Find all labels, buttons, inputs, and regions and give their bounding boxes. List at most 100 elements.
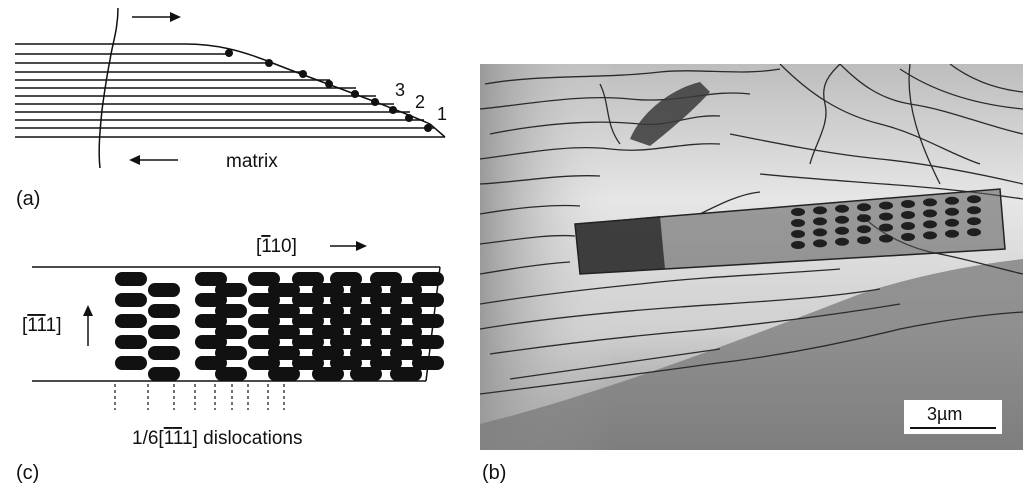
fault-pill bbox=[268, 367, 300, 381]
fault-pill bbox=[350, 367, 382, 381]
arrow-right-icon bbox=[330, 241, 367, 251]
fault-pill bbox=[195, 356, 227, 370]
fault-pill bbox=[115, 356, 147, 370]
fringe-mark bbox=[945, 196, 959, 205]
fringe-mark bbox=[813, 239, 827, 248]
dislocation-dot bbox=[325, 80, 333, 88]
fringe-mark bbox=[967, 217, 981, 226]
fault-pill bbox=[412, 272, 444, 286]
arrow-left-icon bbox=[129, 155, 178, 165]
fault-pill bbox=[148, 325, 180, 339]
fault-pill bbox=[268, 304, 300, 318]
fringe-mark bbox=[813, 228, 827, 237]
fault-pill bbox=[390, 367, 422, 381]
fringe-mark bbox=[967, 206, 981, 215]
dislocation-dot bbox=[405, 114, 413, 122]
fringe-mark bbox=[791, 241, 805, 249]
panel-label-a: (a) bbox=[16, 188, 41, 210]
fault-pill bbox=[370, 314, 402, 328]
fault-pill bbox=[390, 346, 422, 360]
fault-pill bbox=[115, 314, 147, 328]
dislocation-dot bbox=[299, 70, 307, 78]
dark-blotch bbox=[630, 82, 710, 146]
fringe-mark bbox=[791, 208, 805, 216]
fault-pill bbox=[115, 272, 147, 286]
dislocation-dot bbox=[351, 90, 359, 98]
fringe-mark bbox=[879, 223, 893, 232]
fault-pill bbox=[390, 283, 422, 297]
fault-pill bbox=[248, 356, 280, 370]
interface-curve bbox=[15, 43, 446, 138]
tem-micrograph: 3µm bbox=[480, 64, 1023, 450]
fault-pill bbox=[370, 293, 402, 307]
fringe-mark bbox=[879, 212, 893, 221]
fault-pill bbox=[248, 272, 280, 286]
fringe-mark bbox=[813, 217, 827, 226]
fault-pill bbox=[148, 367, 180, 381]
fault-pill bbox=[350, 325, 382, 339]
fault-pill bbox=[248, 293, 280, 307]
fault-pill bbox=[390, 304, 422, 318]
fault-pill bbox=[370, 356, 402, 370]
grain-boundary bbox=[98, 7, 119, 169]
fault-pill bbox=[195, 314, 227, 328]
layer-number-2: 2 bbox=[415, 92, 425, 112]
fringe-mark bbox=[835, 215, 849, 224]
arrow-right-icon bbox=[132, 12, 181, 22]
fringe-mark bbox=[967, 228, 981, 237]
fringe-mark bbox=[835, 226, 849, 235]
stacking-fault-pills bbox=[115, 272, 444, 381]
fringe-mark bbox=[901, 211, 915, 219]
fringe-mark bbox=[835, 204, 849, 213]
fringe-mark bbox=[791, 230, 805, 238]
fault-pill bbox=[215, 304, 247, 318]
fringe-mark bbox=[923, 220, 937, 229]
fringe-mark bbox=[835, 237, 849, 246]
fault-pill bbox=[115, 293, 147, 307]
direction-110-label: [110] bbox=[256, 236, 297, 257]
dislocation-dot bbox=[371, 98, 379, 106]
fault-pill bbox=[292, 314, 324, 328]
fringe-mark bbox=[901, 222, 915, 230]
fault-pill bbox=[268, 346, 300, 360]
fault-pill bbox=[370, 272, 402, 286]
panel-a-diagram bbox=[15, 7, 446, 169]
fault-pill bbox=[292, 335, 324, 349]
fault-pill bbox=[248, 314, 280, 328]
panel-label-b: (b) bbox=[482, 462, 507, 484]
fault-pill bbox=[195, 272, 227, 286]
fringe-mark bbox=[901, 200, 915, 208]
fault-pill bbox=[195, 335, 227, 349]
fringe-mark bbox=[857, 236, 871, 245]
fault-pill bbox=[350, 283, 382, 297]
fault-pill bbox=[350, 304, 382, 318]
fringe-mark bbox=[879, 201, 893, 210]
layer-number-3: 3 bbox=[395, 80, 405, 100]
layer-number-1: 1 bbox=[437, 104, 447, 124]
dislocation-dots bbox=[225, 49, 432, 132]
fault-pill bbox=[268, 325, 300, 339]
fault-pill bbox=[268, 283, 300, 297]
fringe-mark bbox=[857, 203, 871, 212]
fault-pill bbox=[412, 314, 444, 328]
fringe-mark bbox=[923, 198, 937, 207]
dislocation-dot bbox=[424, 124, 432, 132]
fringe-mark bbox=[945, 229, 959, 238]
fault-pill bbox=[148, 283, 180, 297]
fault-pill bbox=[412, 356, 444, 370]
fault-pill bbox=[292, 272, 324, 286]
fault-pill bbox=[215, 283, 247, 297]
fault-pill bbox=[330, 356, 362, 370]
fringe-mark bbox=[967, 195, 981, 204]
fault-pill bbox=[330, 314, 362, 328]
schematic-figure: matrix 3 2 1 [110] [111] 1/6[111] disloc… bbox=[15, 7, 447, 449]
fringe-mark bbox=[879, 234, 893, 243]
fault-pill bbox=[350, 346, 382, 360]
fault-pill bbox=[215, 325, 247, 339]
fault-pill bbox=[215, 346, 247, 360]
dark-matrix-region bbox=[480, 259, 1023, 450]
matrix-label: matrix bbox=[226, 151, 278, 172]
fringe-mark bbox=[923, 231, 937, 240]
fault-pill bbox=[292, 356, 324, 370]
fault-pill bbox=[330, 293, 362, 307]
